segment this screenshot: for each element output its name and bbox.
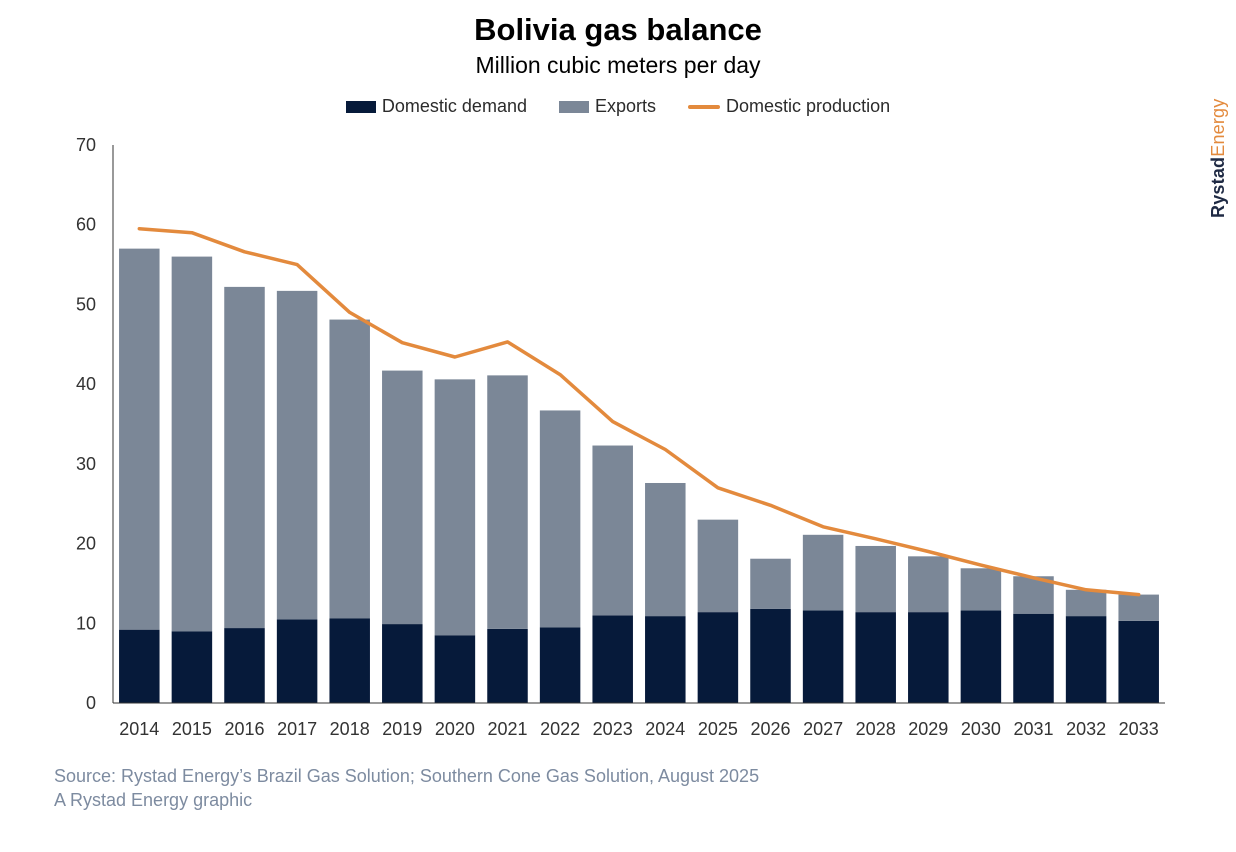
- x-tick-label: 2018: [330, 719, 370, 739]
- source-note: Source: Rystad Energy’s Brazil Gas Solut…: [54, 764, 759, 812]
- y-tick-label: 20: [76, 534, 96, 554]
- legend-item-exports: Exports: [558, 96, 657, 117]
- bar-domestic-demand: [645, 616, 686, 703]
- bar-exports: [382, 370, 423, 625]
- brand-logo: RystadEnergy: [1208, 98, 1228, 218]
- chart-title: Bolivia gas balance: [474, 12, 762, 47]
- bar-exports: [750, 558, 791, 609]
- bar-exports: [539, 410, 581, 628]
- source-text: Source: Rystad Energy’s Brazil Gas Solut…: [54, 766, 760, 786]
- y-tick-label: 40: [76, 374, 96, 394]
- bar-exports: [592, 445, 633, 616]
- bar-exports: [487, 375, 528, 629]
- legend-swatch-domestic-demand: [345, 100, 376, 113]
- legend-label-domestic-production: Domestic production: [726, 96, 891, 116]
- bar-exports: [171, 256, 213, 632]
- x-tick-label: 2021: [487, 719, 527, 739]
- x-tick-label: 2020: [435, 719, 475, 739]
- x-tick-label: 2025: [698, 719, 738, 739]
- bar-domestic-demand: [802, 610, 844, 703]
- legend-label-exports: Exports: [594, 96, 657, 116]
- bar-exports: [119, 248, 160, 630]
- bar-exports: [960, 568, 1002, 611]
- x-tick-label: 2033: [1119, 719, 1159, 739]
- bar-domestic-demand: [119, 629, 160, 703]
- x-tick-label: 2015: [172, 719, 212, 739]
- x-tick-label: 2030: [961, 719, 1001, 739]
- x-tick-label: 2023: [593, 719, 633, 739]
- bar-domestic-demand: [960, 610, 1002, 703]
- x-tick-label: 2029: [908, 719, 948, 739]
- x-tick-label: 2031: [1013, 719, 1053, 739]
- legend: Domestic demand Exports Domestic product…: [0, 96, 1236, 117]
- x-tick-label: 2022: [540, 719, 580, 739]
- bar-exports: [276, 290, 318, 620]
- legend-item-domestic-demand: Domestic demand: [345, 96, 527, 117]
- y-tick-label: 0: [86, 693, 96, 713]
- bar-domestic-demand: [697, 612, 739, 703]
- x-tick-label: 2026: [750, 719, 790, 739]
- bar-exports: [645, 482, 686, 617]
- bar-domestic-demand: [487, 628, 528, 703]
- bar-domestic-demand: [908, 612, 949, 703]
- x-tick-label: 2032: [1066, 719, 1106, 739]
- y-tick-label: 30: [76, 454, 96, 474]
- bar-domestic-demand: [855, 612, 896, 703]
- legend-label-domestic-demand: Domestic demand: [381, 96, 527, 116]
- bar-exports: [802, 534, 844, 611]
- bar-exports: [1118, 594, 1159, 621]
- bar-domestic-demand: [382, 624, 423, 703]
- bar-exports: [329, 319, 370, 619]
- x-tick-label: 2027: [803, 719, 843, 739]
- legend-item-domestic-production: Domestic production: [688, 96, 890, 117]
- bar-domestic-demand: [329, 618, 370, 703]
- x-tick-label: 2028: [856, 719, 896, 739]
- x-tick-label: 2016: [224, 719, 264, 739]
- legend-swatch-exports: [558, 100, 589, 113]
- bar-domestic-demand: [434, 635, 476, 703]
- x-tick-label: 2017: [277, 719, 317, 739]
- bar-domestic-demand: [539, 627, 581, 703]
- bar-domestic-demand: [750, 608, 791, 703]
- credit-text: A Rystad Energy graphic: [54, 790, 253, 810]
- bar-exports: [434, 379, 476, 636]
- y-tick-label: 70: [76, 135, 96, 155]
- bar-domestic-demand: [592, 615, 633, 703]
- line-domestic-production: [137, 226, 1141, 597]
- y-tick-label: 50: [76, 294, 96, 314]
- legend-swatch-domestic-production: [688, 104, 721, 109]
- bar-domestic-demand: [224, 628, 265, 703]
- bar-domestic-demand: [276, 619, 318, 703]
- bar-domestic-demand: [1013, 613, 1054, 703]
- bar-exports: [855, 545, 896, 613]
- chart-subtitle: Million cubic meters per day: [475, 52, 761, 78]
- y-tick-label: 60: [76, 215, 96, 235]
- bar-exports: [908, 556, 949, 613]
- y-tick-label: 10: [76, 613, 96, 633]
- bar-domestic-demand: [1065, 616, 1107, 703]
- bar-domestic-demand: [1118, 620, 1159, 703]
- bar-exports: [1065, 589, 1107, 617]
- x-tick-label: 2024: [645, 719, 685, 739]
- bar-exports: [224, 286, 265, 629]
- x-tick-label: 2019: [382, 719, 422, 739]
- x-tick-label: 2014: [119, 719, 159, 739]
- bar-domestic-demand: [171, 631, 213, 703]
- bar-exports: [697, 519, 739, 613]
